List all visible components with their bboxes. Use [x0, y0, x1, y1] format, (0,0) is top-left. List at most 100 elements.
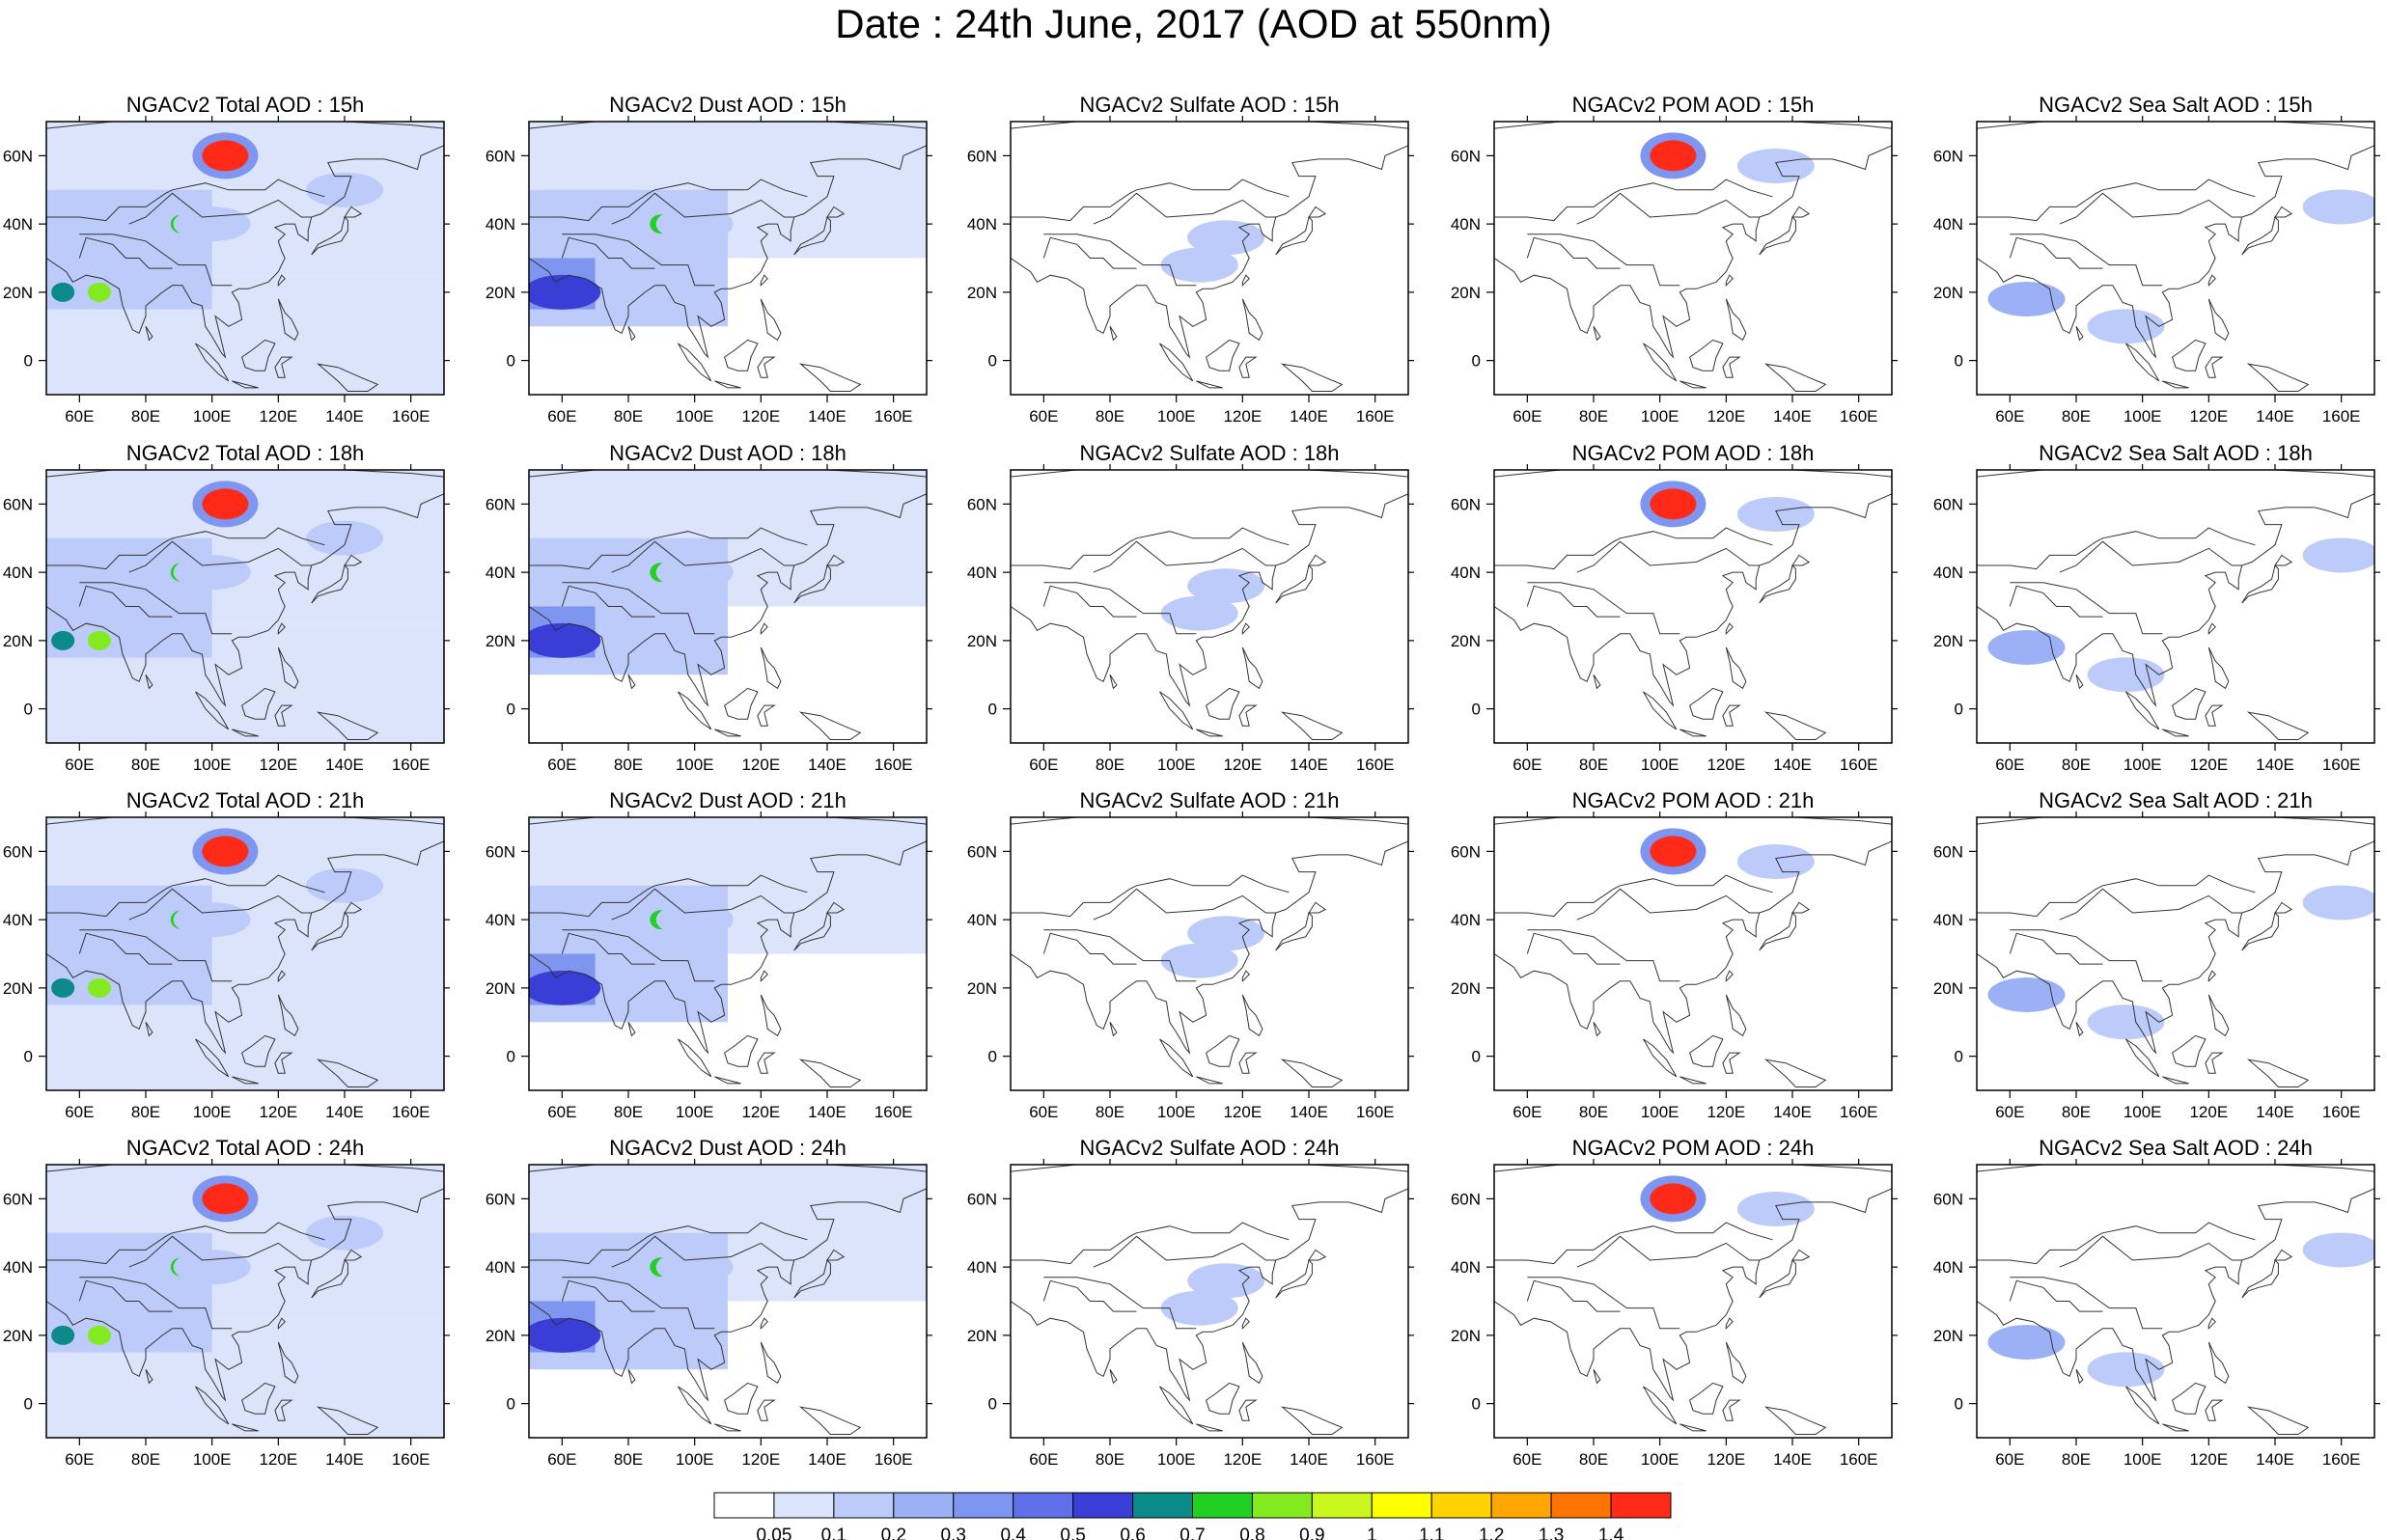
aod-feature-dust-3 [655, 1250, 734, 1285]
island-outline-4 [2205, 704, 2224, 727]
coastline-japan [1275, 564, 1313, 604]
colorbar-label: 0.9 [1299, 1526, 1324, 1540]
panel-title: NGACv2 Sulfate AOD : 18h [1079, 441, 1339, 465]
border-line-3 [1977, 527, 2256, 570]
island-outline-6 [1241, 298, 1263, 342]
island-outline-5 [316, 711, 379, 740]
island-outline-7 [1725, 274, 1734, 288]
lon-tick-label: 160E [1356, 756, 1395, 774]
island-outline-8 [627, 674, 636, 690]
island-outline-3 [2172, 687, 2207, 720]
map-frame [1976, 121, 2375, 396]
island-outline-6 [277, 1341, 299, 1385]
border-line-3 [529, 179, 808, 222]
border-line-3 [46, 874, 325, 918]
panel-title: NGACv2 POM AOD : 24h [1572, 1136, 1815, 1160]
lat-tick-label: 60N [1933, 842, 1963, 861]
border-line-1 [79, 582, 233, 635]
lon-tick-label: 60E [1995, 1450, 2024, 1469]
map-frame [1976, 1164, 2375, 1439]
map-frame [528, 469, 928, 744]
border-line-1 [1043, 582, 1197, 635]
island-outline-6 [760, 994, 782, 1037]
lon-tick-label: 140E [808, 1103, 847, 1121]
border-line-2 [2059, 540, 2242, 573]
border-line-1 [1527, 234, 1680, 287]
border-line-3 [1011, 527, 1290, 570]
coastline [1494, 1188, 1892, 1402]
map-panel-r1-c2: NGACv2 Dust AOD : 15h 60E 80E 100E 120E 140E 1… [486, 93, 932, 426]
lon-tick-label: 160E [392, 1103, 430, 1121]
map-panel-r2-c2: NGACv2 Dust AOD : 18h 60E 80E 100E 120E 140E 1… [486, 441, 932, 774]
lat-tick-label: 40N [3, 215, 33, 234]
island-outline-7 [2207, 970, 2216, 983]
lat-tick-label: 20N [486, 284, 515, 302]
map-frame [1976, 816, 2375, 1091]
lon-tick-label: 100E [1641, 1450, 1679, 1469]
island-outline-2 [1679, 380, 1707, 389]
coastline [529, 145, 927, 359]
colorbar-label: 1.3 [1539, 1526, 1564, 1540]
map-content [46, 470, 444, 743]
aod-feature-total-4 [51, 1325, 75, 1345]
coastline-hokkaido [1791, 206, 1811, 218]
lat-tick-label: 20N [1933, 1327, 1963, 1345]
lon-tick-label: 60E [65, 407, 94, 426]
lat-tick-label: 40N [1933, 564, 1963, 582]
island-outline-3 [2172, 1034, 2207, 1067]
coastline-hokkaido [1308, 206, 1327, 218]
lat-tick-label: 60N [486, 842, 515, 861]
coastline-japan [1759, 1258, 1796, 1299]
island-outline-5 [798, 711, 862, 740]
coastline-japan [311, 911, 348, 951]
border-line-2 [1576, 540, 1760, 573]
colorbar: 0.05 0.1 0.2 0.3 0.4 0.5 0.6 0.7 0.8 0.9 1 1.1 1.2 1.… [713, 1492, 1672, 1540]
map-panel-r1-c5: NGACv2 Sea Salt AOD : 15h 60E 80E 100E 120E 1… [1933, 93, 2380, 426]
border-line-4 [1042, 585, 1137, 618]
border-line-3 [46, 1222, 325, 1265]
map-frame [45, 816, 445, 1091]
lon-tick-label: 60E [1513, 1103, 1541, 1121]
lon-tick-label: 140E [2256, 1450, 2294, 1469]
border-line-3 [1977, 874, 2256, 918]
lon-tick-label: 100E [1157, 1103, 1196, 1121]
lat-tick-label: 0 [24, 1395, 33, 1414]
coastline-japan [2241, 1258, 2279, 1299]
lat-tick-label: 60N [967, 147, 997, 165]
aod-feature-total-5 [173, 1250, 251, 1285]
lon-tick-label: 160E [2322, 1450, 2361, 1469]
panel-title: NGACv2 Sulfate AOD : 24h [1079, 1136, 1339, 1160]
lon-tick-label: 140E [325, 1450, 364, 1469]
lon-tick-label: 160E [1356, 1450, 1395, 1469]
coastline-north [1011, 817, 1408, 825]
lat-tick-label: 60N [1451, 147, 1481, 165]
colorbar-box-7 [1072, 1492, 1134, 1519]
island-outline-8 [145, 1369, 153, 1385]
map-panel-r4-c2: NGACv2 Dust AOD : 24h 60E 80E 100E 120E 140E 1… [486, 1136, 932, 1469]
colorbar-label: 0.3 [941, 1526, 966, 1540]
aod-feature-seasalt-1 [1987, 1324, 2066, 1360]
border-line-3 [1011, 1222, 1290, 1265]
lon-tick-label: 80E [2062, 1103, 2091, 1121]
lat-tick-label: 0 [988, 1048, 997, 1066]
border-line-1 [79, 234, 233, 287]
lat-tick-label: 20N [3, 632, 33, 650]
coastline [1494, 145, 1892, 359]
island-outline-6 [277, 994, 299, 1037]
map-content [529, 122, 927, 392]
map-panel-r1-c1: NGACv2 Total AOD : 15h 60E 80E 100E 120E 140E… [3, 93, 450, 426]
lon-tick-label: 140E [1290, 756, 1328, 774]
island-outline-6 [277, 298, 299, 342]
island-outline-2 [2162, 1076, 2189, 1085]
colorbar-label: 1 [1367, 1526, 1377, 1540]
lat-tick-label: 40N [3, 911, 33, 929]
lon-tick-label: 160E [1356, 407, 1395, 426]
lat-tick-label: 0 [24, 1048, 33, 1066]
lat-tick-label: 0 [507, 1048, 515, 1066]
island-outline-8 [145, 674, 153, 690]
lat-tick-label: 0 [1955, 352, 1963, 371]
colorbar-box-1 [713, 1492, 775, 1519]
lon-tick-label: 140E [325, 407, 364, 426]
island-outline-1 [2125, 1386, 2160, 1425]
lon-tick-label: 80E [1579, 756, 1608, 774]
